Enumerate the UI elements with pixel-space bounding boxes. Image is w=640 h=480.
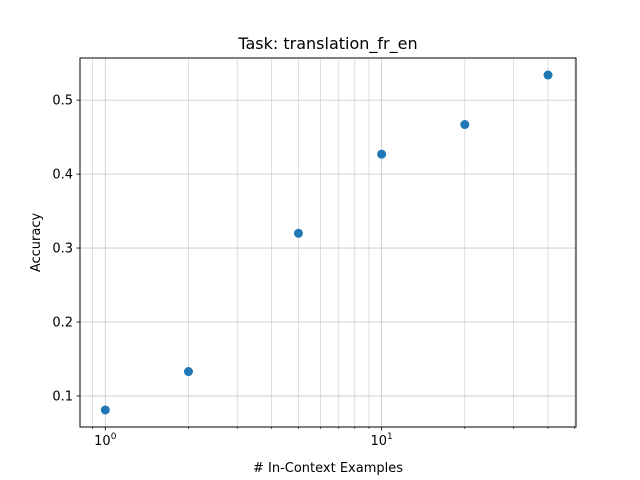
chart-title: Task: translation_fr_en	[237, 34, 417, 54]
axis-ticks: 100 101 0.1 0.2 0.3 0.4 0.5	[52, 94, 576, 449]
plot-area-frame	[79, 57, 577, 428]
y-tick-label: 0.3	[52, 242, 73, 257]
y-tick-label: 0.4	[52, 168, 73, 183]
data-point	[100, 405, 110, 415]
y-tick-label: 0.2	[52, 315, 73, 330]
y-tick-label: 0.1	[52, 389, 73, 404]
data-point	[377, 149, 387, 159]
y-axis-label: Accuracy	[29, 213, 44, 273]
x-axis-label: # In-Context Examples	[253, 461, 403, 476]
y-tick-label: 0.5	[52, 94, 73, 109]
data-point	[543, 70, 553, 80]
data-point	[183, 367, 193, 377]
data-point	[293, 228, 303, 238]
data-points	[100, 70, 553, 415]
data-point	[460, 120, 470, 130]
x-tick-label: 101	[371, 432, 393, 449]
x-tick-label: 100	[94, 432, 117, 449]
grid-lines	[80, 58, 576, 427]
